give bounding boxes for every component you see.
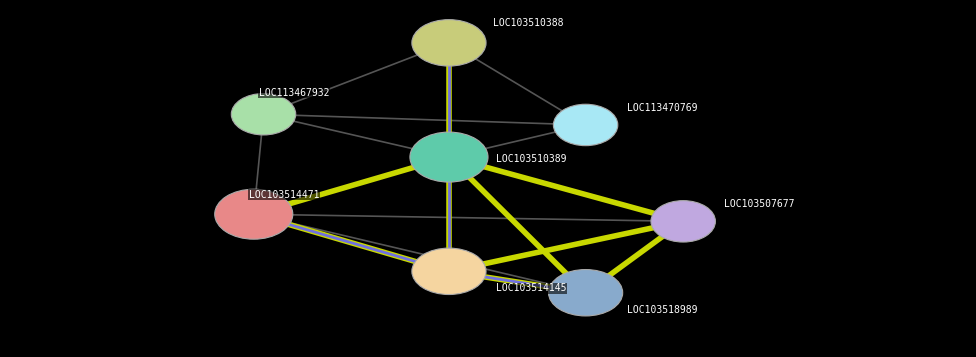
Ellipse shape	[412, 248, 486, 295]
Text: LOC103507677: LOC103507677	[724, 199, 794, 209]
Text: LOC103514471: LOC103514471	[249, 190, 319, 200]
Ellipse shape	[412, 20, 486, 66]
Ellipse shape	[410, 132, 488, 182]
Ellipse shape	[553, 104, 618, 146]
Text: LOC103510388: LOC103510388	[493, 18, 563, 28]
Text: LOC113470769: LOC113470769	[627, 103, 697, 113]
Text: LOC103514145: LOC103514145	[496, 283, 566, 293]
Ellipse shape	[549, 270, 623, 316]
Ellipse shape	[231, 94, 296, 135]
Text: LOC103518989: LOC103518989	[627, 305, 697, 315]
Ellipse shape	[215, 189, 293, 239]
Text: LOC103510389: LOC103510389	[496, 154, 566, 164]
Text: LOC113467932: LOC113467932	[259, 88, 329, 98]
Ellipse shape	[651, 201, 715, 242]
